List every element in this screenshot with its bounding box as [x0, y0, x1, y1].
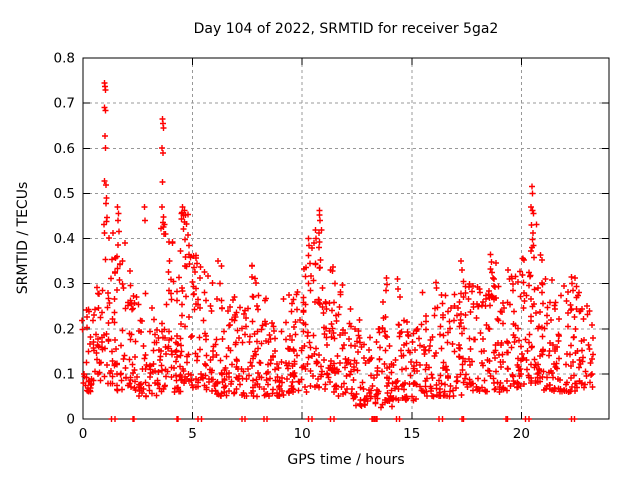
chart-title: Day 104 of 2022, SRMTID for receiver 5ga… — [193, 21, 499, 37]
svg-text:0: 0 — [79, 426, 88, 442]
svg-text:0: 0 — [66, 412, 75, 428]
data-points — [79, 80, 596, 422]
svg-text:0.1: 0.1 — [54, 366, 75, 382]
svg-text:0.4: 0.4 — [54, 231, 75, 247]
tick-labels: 0 0.1 0.2 0.3 0.4 0.5 0.6 0.7 0.8 0 5 10 15 20 — [54, 51, 530, 443]
svg-text:5: 5 — [188, 426, 197, 442]
svg-text:0.6: 0.6 — [54, 141, 75, 157]
svg-text:0.2: 0.2 — [54, 321, 75, 337]
x-axis-title: GPS time / hours — [287, 452, 405, 468]
svg-text:0.7: 0.7 — [54, 96, 75, 112]
svg-text:20: 20 — [513, 426, 530, 442]
svg-text:10: 10 — [294, 426, 311, 442]
svg-text:0.5: 0.5 — [54, 186, 75, 202]
svg-text:15: 15 — [403, 426, 420, 442]
svg-text:0.3: 0.3 — [54, 276, 75, 292]
svg-text:0.8: 0.8 — [54, 51, 75, 67]
